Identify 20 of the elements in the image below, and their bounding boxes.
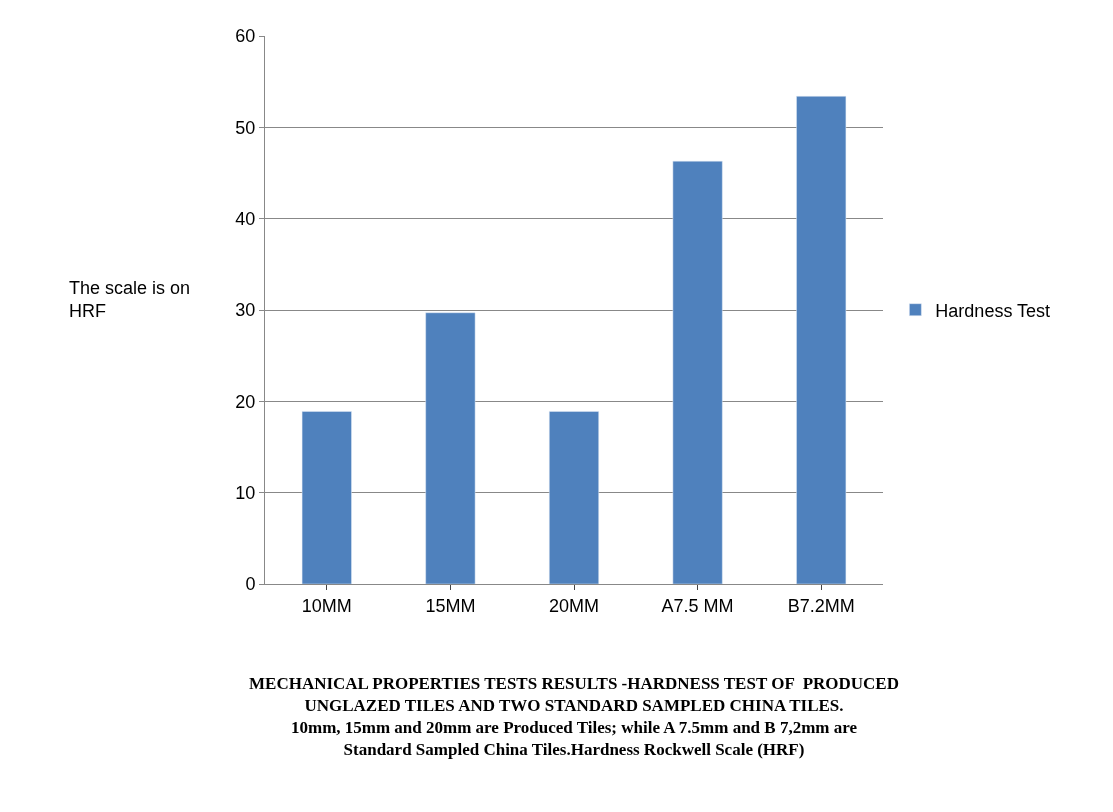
y-axis-title: The scale is on HRF: [69, 278, 191, 322]
bar: [796, 96, 847, 584]
bar: [425, 312, 476, 584]
y-tick-label: 0: [245, 574, 256, 595]
text: MECHANICAL PROPERTIES TESTS RESULTS -HARDNESS TEST OF PRODUCED UNGLAZED TILES AND TWO STANDARD SAMPLED CHINA TILES. 10mm, 15mm and 20mm are Produced Tiles; while A 7.5mm and B 7,2mm are Standard Sampled China Tiles.Hardness Rockwell Scale (HRF): [249, 674, 899, 760]
legend-label: Hardness Test: [935, 300, 1051, 321]
bar: [549, 411, 599, 584]
y-tick-label: 10: [235, 482, 256, 503]
bar: [301, 411, 352, 584]
x-tick-label: B7.2MM: [787, 595, 855, 616]
bar: [672, 160, 723, 584]
y-tick-label: 50: [235, 117, 256, 138]
x-tick-label: 10MM: [301, 595, 352, 616]
y-tick-label: 60: [235, 26, 256, 47]
x-tick-label: A7.5 MM: [661, 595, 734, 616]
y-tick-label: 30: [235, 300, 256, 321]
x-tick-label: 20MM: [548, 595, 600, 616]
y-tick-label: 20: [235, 391, 256, 412]
y-tick-label: 40: [235, 208, 256, 229]
x-tick-label: 15MM: [425, 595, 476, 616]
